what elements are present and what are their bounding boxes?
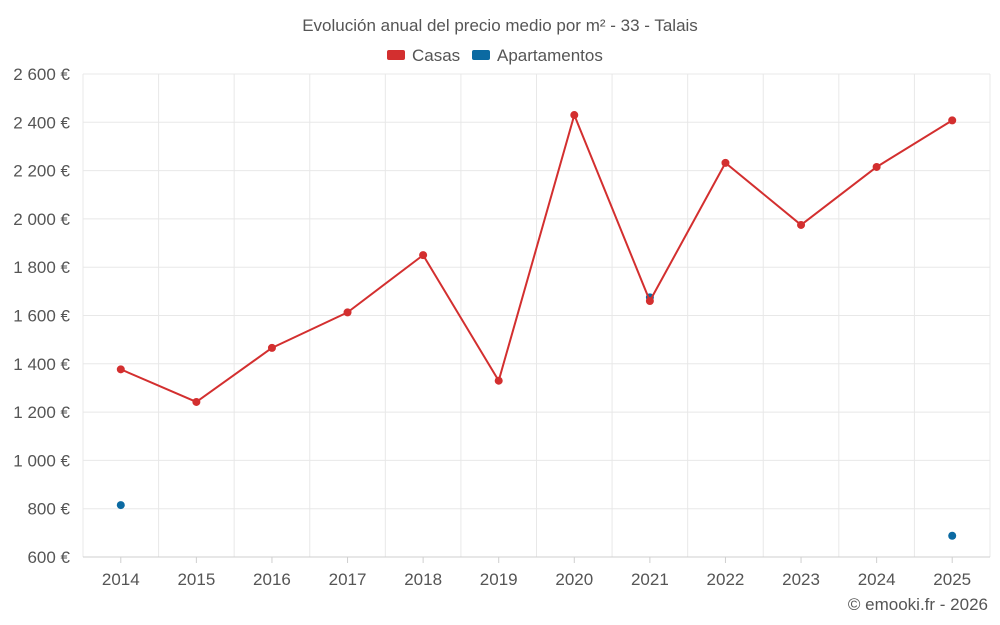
point-casas[interactable] <box>721 158 730 167</box>
credit-text: © emooki.fr - 2026 <box>848 595 988 614</box>
chart-title: Evolución anual del precio medio por m² … <box>302 16 698 35</box>
x-tick-label: 2014 <box>102 570 140 589</box>
y-tick-label: 2 000 € <box>13 210 70 229</box>
point-casas[interactable] <box>267 343 276 352</box>
x-tick-label: 2016 <box>253 570 291 589</box>
legend-swatch-apartamentos <box>472 50 490 60</box>
x-tick-label: 2025 <box>933 570 971 589</box>
series-line-casas <box>120 114 953 403</box>
point-apartamentos[interactable] <box>116 501 125 510</box>
y-tick-label: 1 200 € <box>13 403 70 422</box>
x-tick-label: 2020 <box>555 570 593 589</box>
x-tick-label: 2023 <box>782 570 820 589</box>
x-axis-ticks: 2014 2015 2016 2017 2018 2019 2020 2021 2022 2023… <box>102 557 971 589</box>
y-tick-label: 2 600 € <box>13 65 70 84</box>
x-tick-label: 2022 <box>707 570 745 589</box>
point-casas[interactable] <box>192 397 201 406</box>
point-casas[interactable] <box>872 162 881 171</box>
grid <box>82 73 991 557</box>
point-casas[interactable] <box>419 251 428 260</box>
y-tick-label: 2 200 € <box>13 162 70 181</box>
series <box>116 111 957 540</box>
y-tick-label: 2 400 € <box>13 113 70 132</box>
y-tick-label: 1 600 € <box>13 307 70 326</box>
x-tick-label: 2018 <box>404 570 442 589</box>
point-casas[interactable] <box>645 297 654 306</box>
x-tick-label: 2019 <box>480 570 518 589</box>
legend: Casas Apartamentos <box>387 46 603 65</box>
point-casas[interactable] <box>570 111 579 120</box>
x-tick-label: 2015 <box>177 570 215 589</box>
x-tick-label: 2021 <box>631 570 669 589</box>
x-tick-label: 2024 <box>858 570 896 589</box>
point-apartamentos[interactable] <box>948 531 957 540</box>
y-tick-label: 1 400 € <box>13 355 70 374</box>
point-casas[interactable] <box>343 308 352 317</box>
y-tick-label: 1 000 € <box>13 451 70 470</box>
y-tick-label: 800 € <box>27 500 70 519</box>
point-casas[interactable] <box>948 116 957 125</box>
y-axis-ticks: 600 € 800 € 1 000 € 1 200 € 1 400 € 1 600 € 1 … <box>13 65 70 567</box>
point-casas[interactable] <box>116 365 125 374</box>
legend-label-casas[interactable]: Casas <box>412 46 460 65</box>
y-tick-label: 600 € <box>27 548 70 567</box>
point-casas[interactable] <box>494 376 503 385</box>
y-tick-label: 1 800 € <box>13 258 70 277</box>
point-casas[interactable] <box>797 220 806 229</box>
x-tick-label: 2017 <box>329 570 367 589</box>
legend-label-apartamentos[interactable]: Apartamentos <box>497 46 603 65</box>
legend-swatch-casas <box>387 50 405 60</box>
